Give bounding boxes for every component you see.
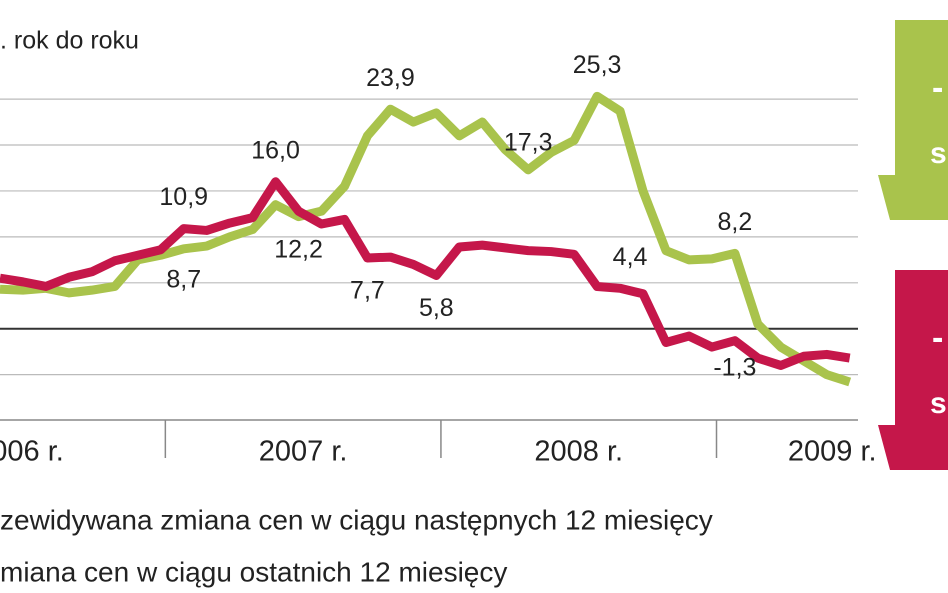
data-label: 25,3 bbox=[573, 51, 622, 79]
legend-label: zewidywana zmiana cen w ciągu następnych… bbox=[0, 504, 713, 535]
data-label: 7,7 bbox=[350, 277, 385, 305]
data-label: 23,9 bbox=[366, 64, 415, 92]
side-note-sub: s bbox=[930, 137, 947, 170]
y-axis-label: . rok do roku bbox=[0, 27, 139, 55]
side-note-sub: s bbox=[930, 387, 947, 420]
x-tick-label: 2007 r. bbox=[259, 436, 348, 468]
side-note: - bbox=[932, 319, 943, 357]
legend-label: miana cen w ciągu ostatnich 12 miesięcy bbox=[0, 556, 507, 587]
data-label: 4,4 bbox=[613, 243, 648, 271]
side-note: - bbox=[932, 69, 943, 107]
data-label: 12,2 bbox=[274, 235, 323, 263]
data-label: 10,9 bbox=[159, 183, 208, 211]
series-line bbox=[0, 177, 851, 370]
side-arrow bbox=[878, 270, 948, 470]
x-tick-label: 006 r. bbox=[0, 436, 64, 468]
data-label: 17,3 bbox=[504, 128, 553, 156]
series-line bbox=[0, 91, 852, 387]
x-tick-label: 2008 r. bbox=[534, 436, 623, 468]
data-label: 8,2 bbox=[718, 208, 753, 236]
side-arrow bbox=[878, 20, 948, 220]
data-label: -1,3 bbox=[713, 353, 756, 381]
data-label: 8,7 bbox=[166, 265, 201, 293]
x-tick-label: 2009 r. bbox=[788, 436, 877, 468]
data-label: 16,0 bbox=[251, 136, 300, 164]
data-label: 5,8 bbox=[419, 294, 454, 322]
